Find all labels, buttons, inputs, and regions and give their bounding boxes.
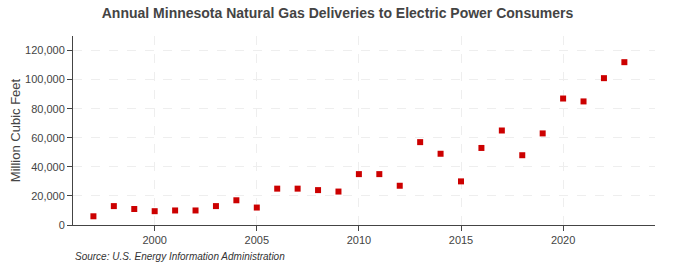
svg-text:Source: U.S. Energy Informatio: Source: U.S. Energy Information Administ… [75,251,285,262]
svg-text:60,000: 60,000 [31,132,65,144]
svg-text:20,000: 20,000 [31,190,65,202]
svg-text:2005: 2005 [245,234,269,246]
svg-text:100,000: 100,000 [25,73,65,85]
svg-text:2020: 2020 [551,234,575,246]
svg-text:2000: 2000 [142,234,166,246]
svg-text:0: 0 [59,219,65,231]
svg-text:2015: 2015 [449,234,473,246]
svg-text:120,000: 120,000 [25,44,65,56]
svg-text:Annual Minnesota Natural Gas D: Annual Minnesota Natural Gas Deliveries … [102,5,574,21]
svg-text:2010: 2010 [347,234,371,246]
svg-text:Million Cubic Feet: Million Cubic Feet [8,78,23,182]
svg-text:40,000: 40,000 [31,161,65,173]
svg-text:80,000: 80,000 [31,103,65,115]
